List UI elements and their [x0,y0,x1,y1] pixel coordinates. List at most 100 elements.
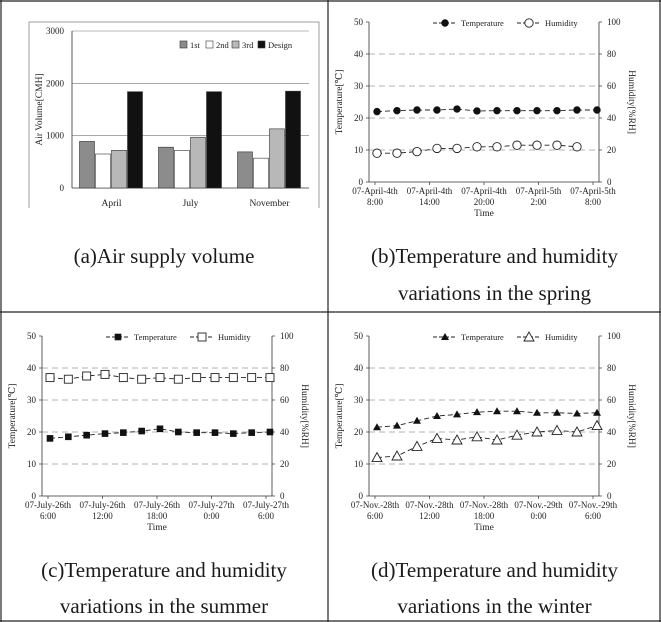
legend-marker [523,331,535,342]
data-point-humidity [265,373,275,383]
y-tick-label: 20 [27,427,37,437]
data-point-temperature [393,106,401,115]
data-point-temperature [413,106,421,114]
legend-swatch [231,40,240,49]
y-tick-label: 0 [359,491,364,501]
data-point-temperature [230,430,237,437]
y2-tick-label: 40 [607,113,617,123]
y2-tick-label: 0 [607,177,612,187]
x-axis-label: Time [474,523,494,533]
caption-b-line1: (b)Temperature and humidity [371,244,618,268]
y2-tick-label: 60 [280,395,290,405]
data-point-temperature [120,429,127,436]
x-tick-label-time: 18:00 [474,511,495,521]
legend-label: 1st [190,40,201,50]
data-point-humidity [173,374,183,384]
y-tick-label: 3000 [46,26,65,36]
data-point-temperature [453,410,461,418]
data-point-humidity [572,142,582,152]
data-point-temperature [433,106,441,114]
y-tick-label: 50 [27,331,37,341]
y2-tick-label: 20 [280,459,290,469]
y-tick-label: 30 [27,395,37,405]
data-point-humidity [472,142,482,152]
data-point-temperature [175,428,182,436]
data-point-temperature [513,407,521,415]
data-point-humidity [82,371,92,381]
x-tick-label-time: 8:00 [585,197,602,207]
y-tick-label: 1000 [46,131,65,141]
data-point-humidity [451,434,463,445]
x-tick-label-time: 6:00 [40,511,57,521]
data-point-temperature [573,106,581,114]
legend-label: 3rd [242,40,254,50]
x-tick-label-time: 12:00 [92,511,113,521]
y-tick-label: 20 [354,113,364,123]
x-tick-label: 07-Nov.-28th [405,500,454,510]
data-point-humidity [532,140,542,150]
x-tick-label-time: 18:00 [147,511,168,521]
data-point-humidity [155,373,165,383]
data-point-temperature [413,416,421,424]
data-point-temperature [248,429,255,436]
y-tick-label: 40 [27,363,37,373]
data-point-temperature [266,428,274,436]
bar-design [206,91,222,189]
legend-label: Design [268,40,293,50]
data-point-temperature [513,106,521,115]
data-point-humidity [137,374,147,384]
y-tick-label: 50 [354,17,364,27]
x-tick-label-time: 14:00 [419,197,440,207]
y2-tick-label: 100 [607,17,621,27]
x-axis-label: Time [147,523,167,533]
y-tick-label: 10 [354,145,364,155]
y2-tick-label: 100 [607,331,621,341]
y2-tick-label: 20 [607,459,617,469]
data-point-temperature [211,429,219,436]
data-point-humidity [431,432,443,443]
x-tick-label: 07-July-26th [134,500,180,510]
y2-tick-label: 100 [280,331,294,341]
data-point-temperature [393,421,401,429]
y2-tick-label: 60 [607,81,617,91]
data-point-temperature [533,106,541,115]
data-point-humidity [371,451,383,463]
x-tick-label-time: 8:00 [367,197,384,207]
x-tick-label: 07-July-27th [243,500,289,510]
caption-d-line1: (d)Temperature and humidity [371,558,618,582]
series-line-humidity [376,425,598,459]
data-point-temperature [553,106,561,115]
x-tick-label: 07-April-5th [570,186,616,196]
data-point-humidity [452,143,462,154]
legend-swatch [179,40,188,49]
data-point-humidity [511,429,523,440]
data-point-humidity [432,143,442,154]
y-tick-label: 10 [354,459,364,469]
legend-label: Humidity [545,18,578,28]
data-point-temperature [593,408,601,416]
chart-air-supply-volume: 0100020003000AprilJulyNovemberSeasonAir … [28,21,320,208]
data-point-temperature [593,106,601,114]
data-point-humidity [571,426,583,437]
x-tick-label-time: 12:00 [419,511,440,521]
y-tick-label: 0 [359,177,364,187]
y-axis-label: Temperature[℃] [8,384,18,449]
data-point-temperature [453,105,461,113]
data-point-temperature [573,409,581,417]
x-axis-label: Time [474,209,494,219]
chart-winter: 0102030405002040608010007-Nov.-28th6:000… [335,331,636,533]
x-tick-label-time: 0:00 [530,511,547,521]
x-tick-label: 07-Nov.-29th [514,500,563,510]
legend-marker [524,18,534,28]
x-tick-label: 07-April-5th [516,186,562,196]
data-point-humidity [531,426,543,437]
legend-label: Temperature [461,332,504,342]
bar-design [285,90,301,189]
y-tick-label: 0 [32,491,37,501]
data-point-humidity [247,373,257,383]
y2-tick-label: 40 [607,427,617,437]
data-point-humidity [118,373,128,383]
y2-tick-label: 0 [280,491,285,501]
bar-1st [237,151,253,189]
